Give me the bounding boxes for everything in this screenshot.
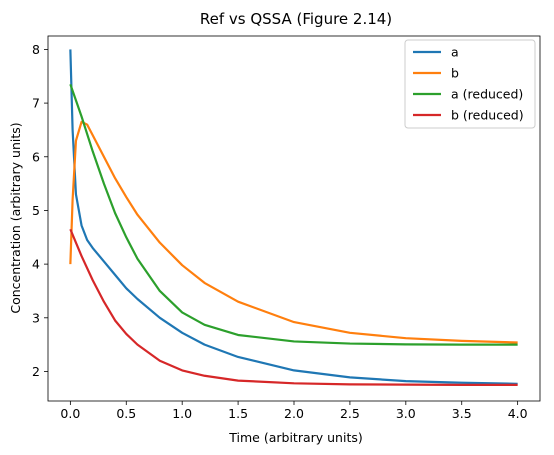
x-axis-label: Time (arbitrary units) [228, 430, 362, 445]
y-tick-label: 4 [32, 257, 40, 272]
x-tick-label: 3.5 [452, 406, 472, 421]
series-group [69, 49, 518, 386]
legend-label: a (reduced) [451, 87, 523, 102]
x-axis: 0.0 0.5 1.0 1.5 2.0 2.5 3.0 3.5 4.0 [60, 401, 528, 421]
x-tick-label: 1.0 [172, 406, 192, 421]
x-tick-label: 0.0 [60, 406, 80, 421]
legend-box [404, 39, 536, 129]
y-tick-label: 2 [32, 364, 40, 379]
legend-label: b [451, 66, 459, 81]
y-tick-label: 8 [32, 42, 40, 57]
chart-title: Ref vs QSSA (Figure 2.14) [200, 10, 392, 28]
y-tick-label: 6 [32, 149, 40, 164]
x-tick-label: 0.5 [116, 406, 136, 421]
y-tick-label: 7 [32, 96, 40, 111]
y-axis: 2 3 4 5 6 7 8 [32, 42, 48, 379]
legend-label: b (reduced) [451, 108, 524, 123]
x-tick-label: 2.5 [340, 406, 360, 421]
series-line-3 [69, 228, 518, 386]
series-line-0 [69, 49, 518, 385]
y-tick-label: 3 [32, 310, 40, 325]
legend-label: a [451, 45, 459, 60]
series-line-1 [69, 120, 518, 344]
x-tick-label: 4.0 [508, 406, 528, 421]
legend: ab a (reduced) b (reduced) [404, 39, 536, 129]
x-tick-label: 1.5 [228, 406, 248, 421]
x-tick-label: 3.0 [396, 406, 416, 421]
series-line-2 [69, 83, 518, 346]
x-tick-label: 2.0 [284, 406, 304, 421]
y-tick-label: 5 [32, 203, 40, 218]
y-axis-label: Concentration (arbitrary units) [8, 122, 23, 313]
